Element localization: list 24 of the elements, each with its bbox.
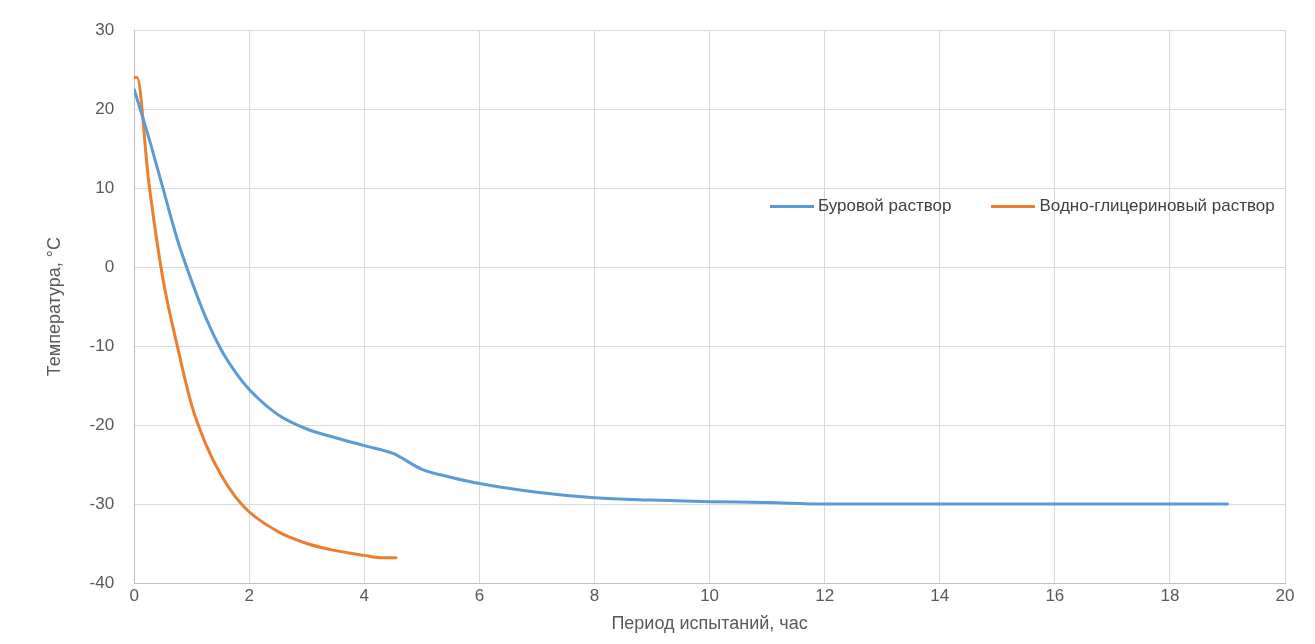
x-tick-label: 4 xyxy=(359,585,370,605)
y-tick-label: -30 xyxy=(89,493,115,513)
x-tick-label: 20 xyxy=(1275,585,1295,605)
y-tick-label: 30 xyxy=(95,19,115,39)
x-axis-title: Период испытаний, час xyxy=(611,613,808,634)
x-tick-label: 16 xyxy=(1045,585,1065,605)
x-tick-label: 14 xyxy=(930,585,950,605)
x-tick-label: 6 xyxy=(474,585,485,605)
legend-label: Водно-глицериновый раствор xyxy=(1039,196,1275,217)
y-tick-label: -20 xyxy=(89,414,115,434)
line-series xyxy=(134,76,398,560)
legend-label: Буровой раствор xyxy=(818,196,952,217)
x-tick-label: 12 xyxy=(815,585,835,605)
y-tick-label: 20 xyxy=(95,98,115,118)
y-tick-label: 0 xyxy=(104,256,115,276)
x-tick-label: 18 xyxy=(1160,585,1180,605)
x-tick-label: 10 xyxy=(700,585,720,605)
y-tick-label: -10 xyxy=(89,335,115,355)
x-tick-label: 8 xyxy=(589,585,600,605)
y-tick-label: -40 xyxy=(89,572,115,592)
y-tick-label: 10 xyxy=(95,177,115,197)
y-axis-title: Температура, °С xyxy=(43,236,64,377)
x-tick-label: 0 xyxy=(129,585,139,605)
x-tick-label: 2 xyxy=(244,585,254,605)
